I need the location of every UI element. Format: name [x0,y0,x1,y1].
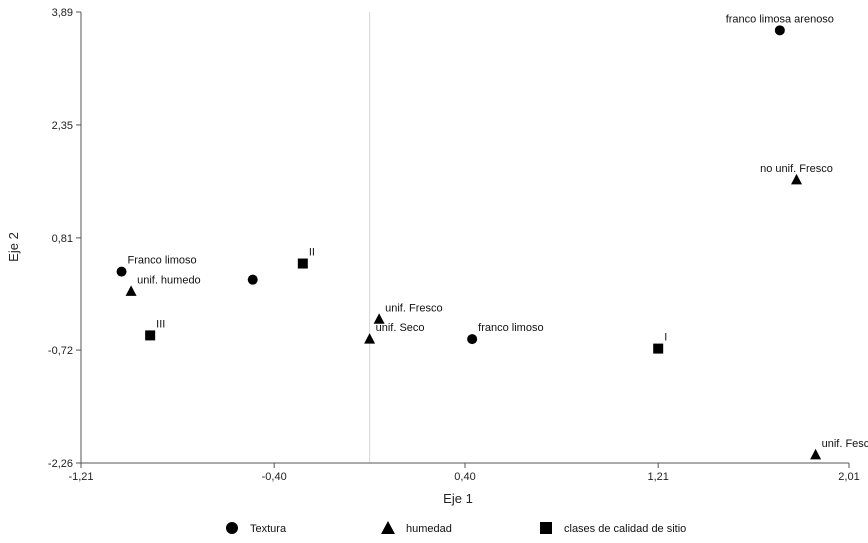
x-axis-title: Eje 1 [443,491,473,506]
square-point [297,258,308,269]
point-label: franco limosa arenoso [726,13,834,25]
triangle-point [791,173,803,185]
point-label: unif. Seco [376,322,425,334]
point-label: Franco limoso [128,255,197,267]
point-label: no unif. Fresco [760,163,833,175]
y-tick-label: 0,81 [52,233,73,245]
point-label: unif. humedo [137,274,201,286]
x-tick-label: -1,21 [68,471,93,483]
y-tick-label: -0,72 [48,345,73,357]
circle-point [467,334,478,345]
point-label: I [664,332,667,344]
circle-point [247,274,258,285]
triangle-point [373,313,385,324]
y-axis-title: Eje 2 [6,232,21,262]
legend-label: clases de calidad de sitio [564,523,686,535]
x-tick-label: 1,21 [647,471,668,483]
axes [80,12,849,464]
point-label: unif. Fresco [385,302,442,314]
legend-label: Textura [250,523,287,535]
point-label: franco limoso [478,322,543,334]
x-tick-label: 0,40 [454,471,475,483]
point-label: III [156,318,165,330]
point-label: II [309,247,315,259]
triangle-point [364,333,376,344]
legend-triangle-marker [381,521,395,534]
x-tick-label: -0,40 [262,471,287,483]
triangle-point [125,285,137,296]
y-tick-label: 3,89 [52,7,73,19]
circle-point [116,266,127,277]
legend-square-marker [540,522,552,534]
y-tick-label: -2,26 [48,458,73,470]
y-ticks: -2,26 -0,72 0,81 2,35 3,89 [48,7,81,470]
legend: Textura humedad clases de calidad de sitio [226,521,686,535]
legend-circle-marker [226,522,238,534]
square-point [653,343,664,354]
data-points: franco limosa arenoso Franco limoso franco… [116,13,868,460]
point-label: unif. Fesco [822,438,868,450]
x-ticks: -1,21 -0,40 0,40 1,21 2,01 [68,463,860,483]
circle-point [774,25,785,36]
square-point [145,330,156,341]
legend-label: humedad [406,523,452,535]
triangle-point [810,448,822,460]
x-tick-label: 2,01 [838,471,859,483]
y-tick-label: 2,35 [52,120,73,132]
